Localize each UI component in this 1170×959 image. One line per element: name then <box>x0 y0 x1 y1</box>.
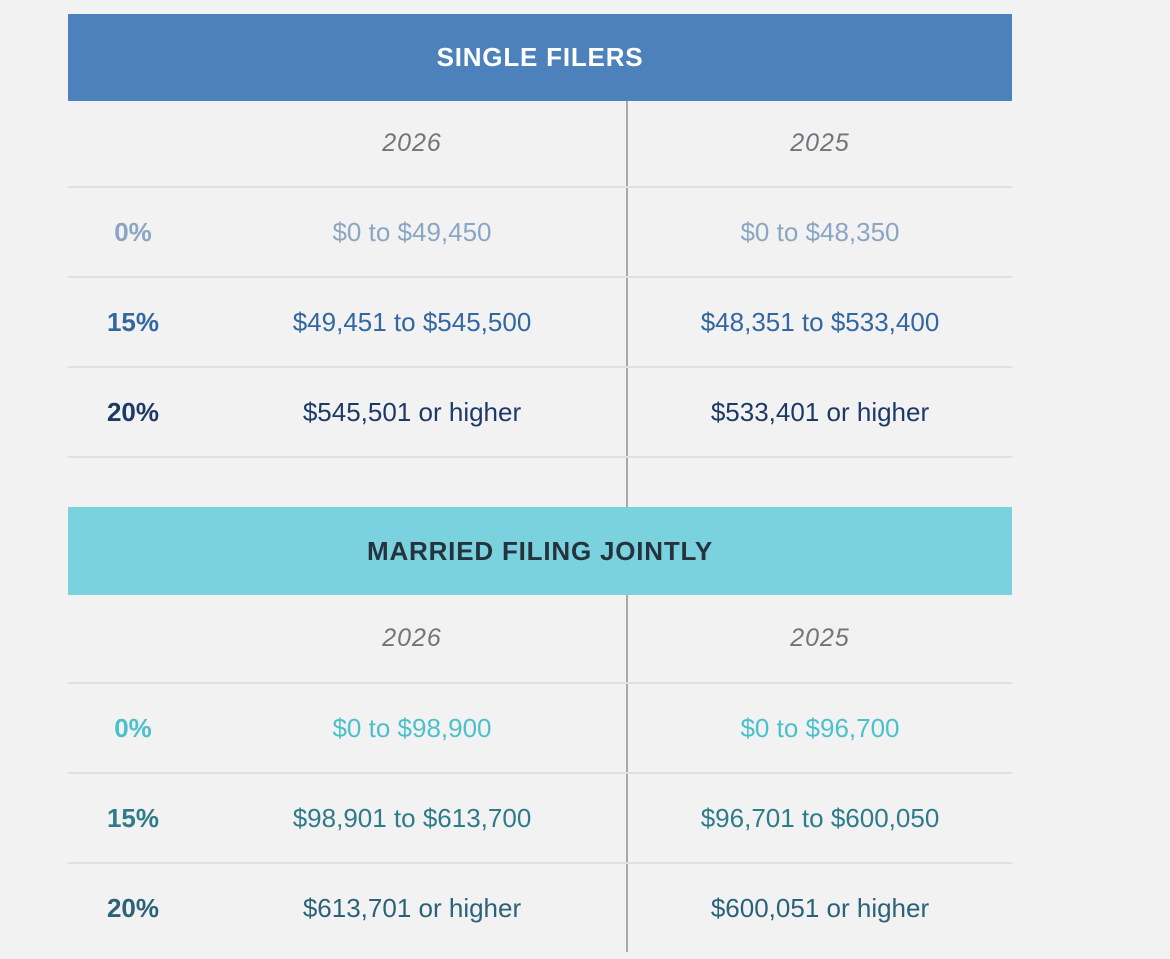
rate-column-header-empty <box>68 101 198 186</box>
bracket-cell-2026: $613,701 or higher <box>302 892 522 923</box>
single-filers-table: SINGLE FILERS 2026 2025 0% $0 to $49,450… <box>68 14 1012 507</box>
bracket-cell-2025: $0 to $96,700 <box>626 684 1012 772</box>
rate-cell: 15% <box>106 306 160 337</box>
table-row: 20% $613,701 or higher $600,051 or highe… <box>68 864 1012 952</box>
married-filing-jointly-table: MARRIED FILING JOINTLY 2026 2025 0% $0 t… <box>68 507 1012 952</box>
table-bottom-spacer <box>68 458 1012 507</box>
rate-column-header-empty <box>68 595 198 682</box>
table-row: 0% $0 to $98,900 $0 to $96,700 <box>68 684 1012 774</box>
year-column-2025: 2025 <box>626 101 1012 186</box>
table-row: 0% $0 to $49,450 $0 to $48,350 <box>68 188 1012 278</box>
rate-cell: 20% <box>106 396 160 427</box>
bracket-cell-2026: $0 to $49,450 <box>332 216 492 247</box>
bracket-cell-2025: $533,401 or higher <box>626 368 1012 456</box>
table-row: 20% $545,501 or higher $533,401 or highe… <box>68 368 1012 458</box>
bracket-cell-2026: $545,501 or higher <box>302 396 522 427</box>
year-header-row: 2026 2025 <box>68 595 1012 684</box>
bracket-cell-2025: $96,701 to $600,050 <box>626 774 1012 862</box>
married-filing-jointly-title: MARRIED FILING JOINTLY <box>367 535 713 566</box>
rate-cell: 0% <box>114 712 152 743</box>
tables-container: SINGLE FILERS 2026 2025 0% $0 to $49,450… <box>68 14 1012 952</box>
year-header-row: 2026 2025 <box>68 101 1012 188</box>
year-column-2025: 2025 <box>626 595 1012 682</box>
table-row: 15% $49,451 to $545,500 $48,351 to $533,… <box>68 278 1012 368</box>
rate-cell: 20% <box>106 892 160 923</box>
bracket-cell-2026: $49,451 to $545,500 <box>292 306 532 337</box>
bracket-cell-2025: $0 to $48,350 <box>626 188 1012 276</box>
bracket-cell-2026: $98,901 to $613,700 <box>292 802 532 833</box>
year-column-2026: 2026 <box>382 624 442 652</box>
bracket-cell-2025: $600,051 or higher <box>626 864 1012 952</box>
rate-cell: 15% <box>106 802 160 833</box>
table-row: 15% $98,901 to $613,700 $96,701 to $600,… <box>68 774 1012 864</box>
year-column-2026: 2026 <box>382 129 442 157</box>
bracket-cell-2025: $48,351 to $533,400 <box>626 278 1012 366</box>
bracket-cell-2026: $0 to $98,900 <box>332 712 492 743</box>
rate-cell: 0% <box>114 216 152 247</box>
married-filing-jointly-header-bar: MARRIED FILING JOINTLY <box>68 507 1012 595</box>
single-filers-header-bar: SINGLE FILERS <box>68 14 1012 101</box>
single-filers-title: SINGLE FILERS <box>436 42 644 72</box>
